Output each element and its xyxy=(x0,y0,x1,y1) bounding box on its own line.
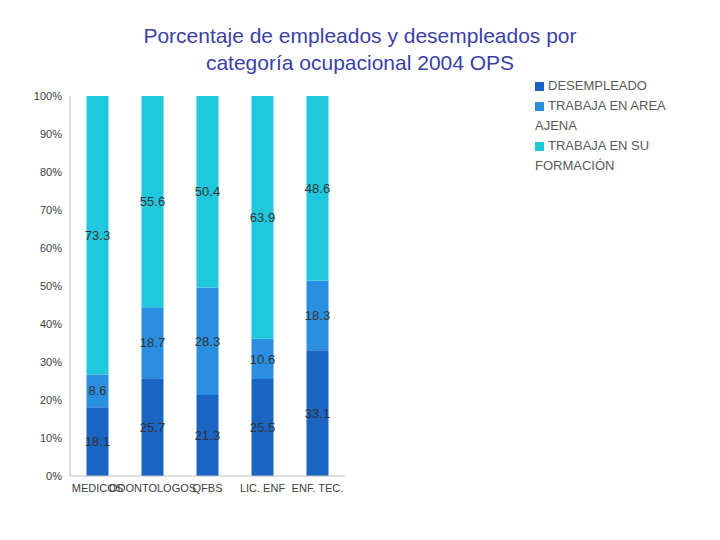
svg-text:QFBS: QFBS xyxy=(193,482,223,494)
svg-text:100%: 100% xyxy=(34,90,62,102)
svg-text:70%: 70% xyxy=(40,204,62,216)
svg-text:55.6: 55.6 xyxy=(140,194,165,209)
svg-text:90%: 90% xyxy=(40,128,62,140)
svg-text:73.3: 73.3 xyxy=(85,228,110,243)
svg-text:ENF. TEC.: ENF. TEC. xyxy=(292,482,344,494)
svg-text:18.1: 18.1 xyxy=(85,434,110,449)
svg-text:20%: 20% xyxy=(40,394,62,406)
svg-text:MEDICOS: MEDICOS xyxy=(71,481,124,494)
svg-text:LIC. ENF: LIC. ENF xyxy=(240,482,286,494)
html-text:DESEMPLEADO: DESEMPLEADO xyxy=(548,78,647,93)
svg-text:80%: 80% xyxy=(40,166,62,178)
svg-text:10%: 10% xyxy=(40,432,62,444)
svg-text:30%: 30% xyxy=(40,356,62,368)
svg-text:25.5: 25.5 xyxy=(250,420,275,435)
svg-text:18.7: 18.7 xyxy=(140,335,165,350)
svg-text:21.3: 21.3 xyxy=(195,428,220,443)
svg-text:18.3: 18.3 xyxy=(305,308,330,323)
svg-text:33.1: 33.1 xyxy=(305,406,330,421)
svg-text:ODONTOLOGOS: ODONTOLOGOS xyxy=(109,482,196,494)
svg-text:48.6: 48.6 xyxy=(305,181,330,196)
svg-text:50.4: 50.4 xyxy=(195,184,220,199)
html-text:TRABAJA EN AREA AJENA: TRABAJA EN AREA AJENA xyxy=(535,98,665,133)
html-text:Porcentaje de empleados y dese: Porcentaje de empleados y desempleados p… xyxy=(143,24,577,74)
svg-text:10.6: 10.6 xyxy=(250,352,275,367)
svg-text:8.6: 8.6 xyxy=(88,383,106,398)
svg-text:40%: 40% xyxy=(40,318,62,330)
svg-text:50%: 50% xyxy=(40,280,62,292)
svg-text:28.3: 28.3 xyxy=(195,334,220,349)
svg-text:25.7: 25.7 xyxy=(140,420,165,435)
svg-text:0%: 0% xyxy=(46,470,62,482)
svg-text:60%: 60% xyxy=(40,242,62,254)
html-text:TRABAJA EN SU FORMACIÓN: TRABAJA EN SU FORMACIÓN xyxy=(535,138,650,173)
svg-text:63.9: 63.9 xyxy=(250,210,275,225)
